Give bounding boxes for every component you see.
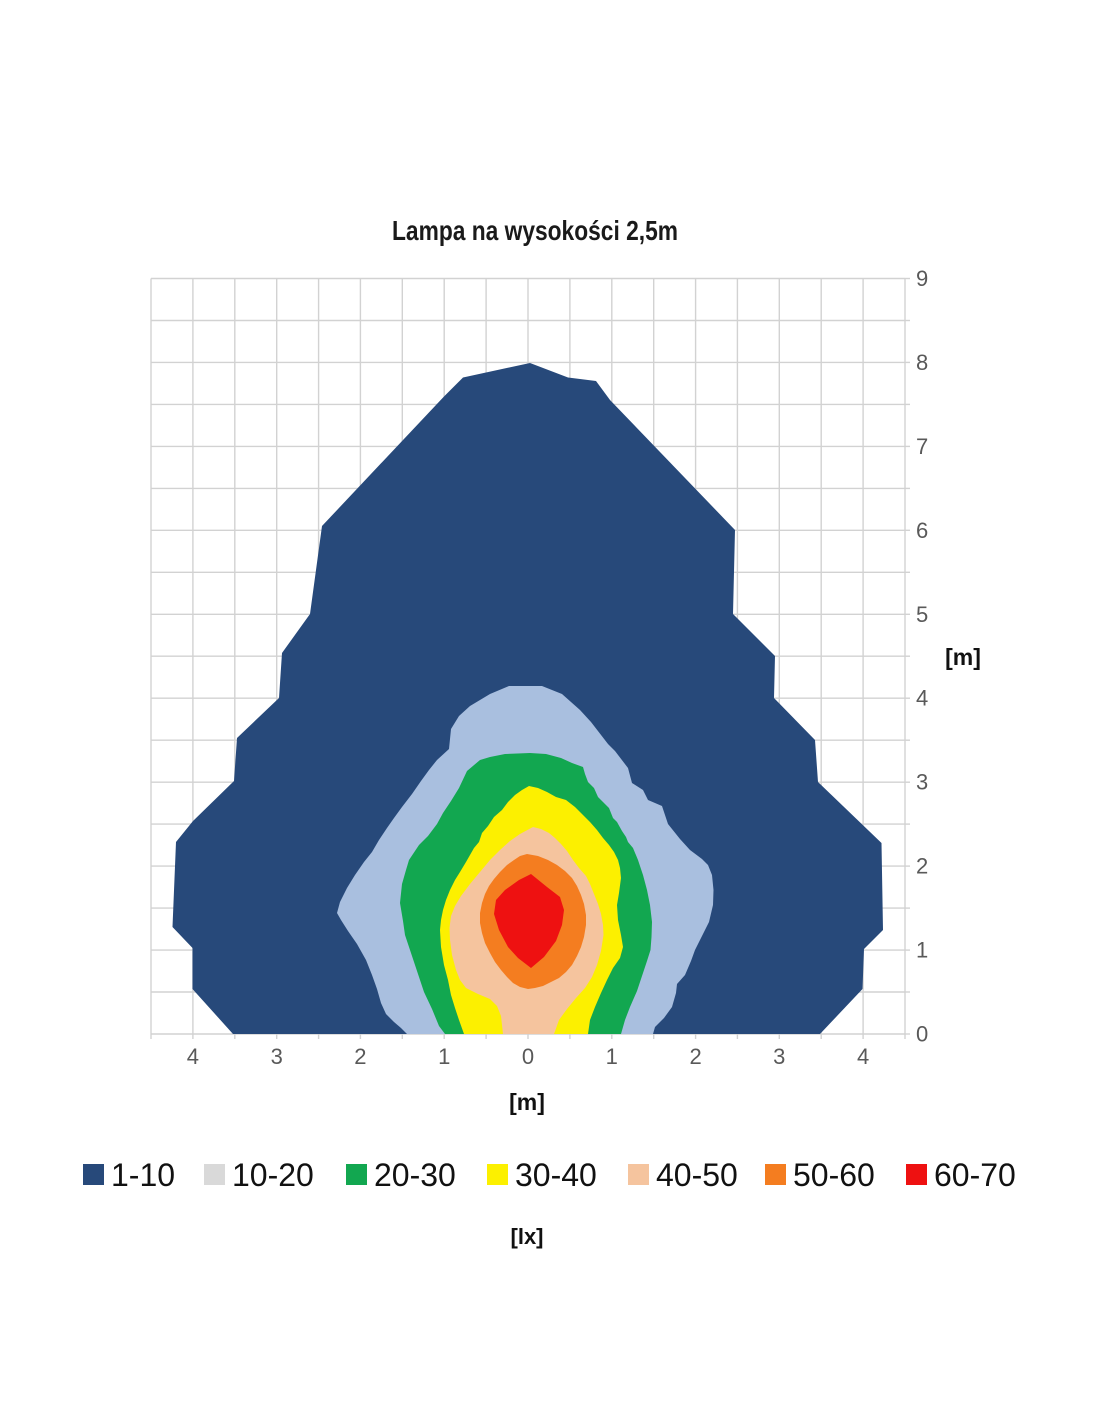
svg-text:20-30: 20-30 [374, 1157, 456, 1193]
svg-text:5: 5 [916, 602, 928, 627]
svg-text:Lampa na wysokości 2,5m: Lampa na wysokości 2,5m [392, 215, 678, 246]
svg-text:4: 4 [187, 1044, 199, 1069]
svg-text:[m]: [m] [509, 1089, 545, 1115]
svg-text:2: 2 [916, 854, 928, 879]
svg-text:1: 1 [606, 1044, 618, 1069]
svg-text:40-50: 40-50 [656, 1157, 738, 1193]
svg-text:1-10: 1-10 [111, 1157, 175, 1193]
svg-text:[m]: [m] [945, 644, 981, 670]
svg-text:4: 4 [857, 1044, 869, 1069]
svg-text:3: 3 [773, 1044, 785, 1069]
svg-text:4: 4 [916, 686, 928, 711]
svg-text:8: 8 [916, 350, 928, 375]
svg-text:50-60: 50-60 [793, 1157, 875, 1193]
svg-text:0: 0 [916, 1022, 928, 1047]
svg-text:3: 3 [271, 1044, 283, 1069]
svg-text:[lx]: [lx] [511, 1224, 544, 1249]
svg-text:1: 1 [438, 1044, 450, 1069]
svg-text:7: 7 [916, 434, 928, 459]
svg-text:2: 2 [354, 1044, 366, 1069]
svg-text:30-40: 30-40 [515, 1157, 597, 1193]
svg-text:1: 1 [916, 938, 928, 963]
svg-text:10-20: 10-20 [232, 1157, 314, 1193]
svg-text:0: 0 [522, 1044, 534, 1069]
svg-text:60-70: 60-70 [934, 1157, 1016, 1193]
svg-text:3: 3 [916, 770, 928, 795]
svg-text:9: 9 [916, 266, 928, 291]
svg-text:6: 6 [916, 518, 928, 543]
svg-text:2: 2 [689, 1044, 701, 1069]
